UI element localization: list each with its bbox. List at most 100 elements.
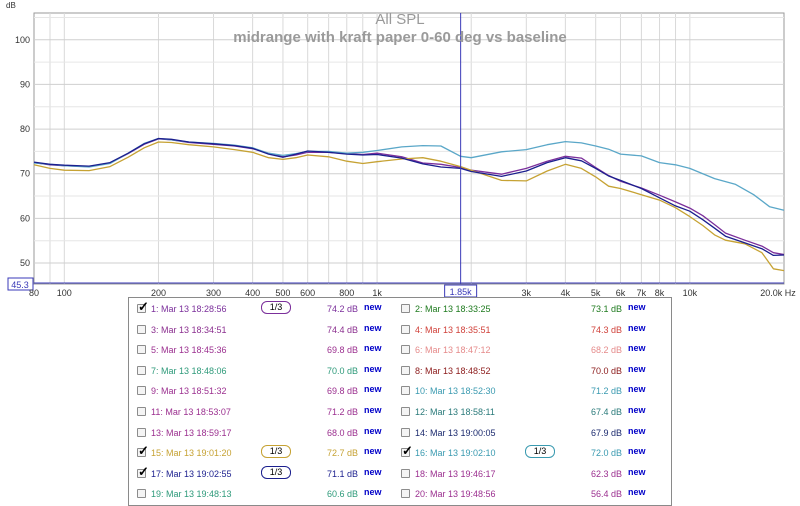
legend-item-label[interactable]: 5: Mar 13 18:45:36 <box>151 345 227 356</box>
legend-item-level: 68.0 dB <box>327 427 359 438</box>
legend-item-label[interactable]: 10: Mar 13 18:52:30 <box>415 386 496 397</box>
legend-checkbox[interactable] <box>137 345 146 355</box>
legend-checkbox[interactable] <box>401 304 410 313</box>
y-tick-label: 70 <box>20 169 30 179</box>
y-axis-label: dB <box>6 1 16 10</box>
new-badge: new <box>628 425 646 436</box>
legend-checkbox[interactable] <box>137 427 146 437</box>
checkmark-icon: ✓ <box>138 299 149 314</box>
series-line-4 <box>33 137 785 257</box>
new-badge: new <box>628 487 646 498</box>
legend-checkbox[interactable]: ✓ <box>401 444 413 458</box>
series-line-2 <box>33 141 785 272</box>
legend-item-label[interactable]: 15: Mar 13 19:01:20 <box>151 448 232 459</box>
x-tick-label: 80 <box>29 288 39 298</box>
legend-item-level: 72.0 dB <box>591 448 623 459</box>
y-tick-label: 60 <box>20 213 30 223</box>
plot-area[interactable] <box>33 12 785 285</box>
new-badge: new <box>628 405 646 415</box>
new-badge: new <box>628 446 646 457</box>
x-tick-label: 7k <box>637 288 647 298</box>
new-badge: new <box>628 384 646 395</box>
x-tick-label: 500 <box>275 288 290 298</box>
legend-item-label[interactable]: 13: Mar 13 18:59:17 <box>151 427 232 438</box>
new-badge: new <box>364 446 382 457</box>
legend-item-label[interactable]: 1: Mar 13 18:28:56 <box>151 304 227 314</box>
smoothing-badge[interactable]: 1/3 <box>525 445 555 459</box>
legend-item-label[interactable]: 8: Mar 13 18:48:52 <box>415 365 491 376</box>
legend-checkbox[interactable] <box>401 407 410 416</box>
new-badge: new <box>364 363 382 374</box>
legend-checkbox[interactable] <box>137 324 146 334</box>
y-tick-label: 90 <box>20 79 30 89</box>
new-badge: new <box>628 343 646 354</box>
smoothing-badge[interactable]: 1/3 <box>261 465 291 479</box>
legend-checkbox[interactable] <box>137 489 146 499</box>
legend-item-label[interactable]: 6: Mar 13 18:47:12 <box>415 345 491 356</box>
new-badge: new <box>628 466 646 477</box>
legend-item-label[interactable]: 9: Mar 13 18:51:32 <box>151 386 227 397</box>
y-tick-label: 80 <box>20 124 30 134</box>
legend-item-level: 74.2 dB <box>327 304 359 314</box>
legend-checkbox[interactable] <box>137 407 146 416</box>
legend-checkbox[interactable]: ✓ <box>137 300 149 314</box>
new-badge: new <box>628 322 646 333</box>
legend-item-level: 67.9 dB <box>591 427 623 438</box>
spl-chart: 1.85k 45.3 50 60 70 80 90 100 80 100 200 300 400 500… <box>6 1 796 298</box>
legend-checkbox[interactable]: ✓ <box>137 444 149 458</box>
legend-checkbox[interactable] <box>401 489 410 499</box>
legend-item-label[interactable]: 12: Mar 13 18:58:11 <box>415 407 495 417</box>
legend-item-level: 68.2 dB <box>591 345 623 356</box>
legend-item-label[interactable]: 7: Mar 13 18:48:06 <box>151 365 227 376</box>
x-tick-label: 3k <box>522 288 532 298</box>
legend-item-label[interactable]: 18: Mar 13 19:46:17 <box>415 468 496 479</box>
legend-item-label[interactable]: 17: Mar 13 19:02:55 <box>151 468 232 479</box>
new-badge: new <box>364 343 382 354</box>
x-tick-label: 300 <box>206 288 221 298</box>
legend-checkbox[interactable] <box>401 468 410 478</box>
smoothing-badge[interactable]: 1/3 <box>261 445 291 459</box>
new-badge: new <box>628 363 646 374</box>
legend-checkbox[interactable] <box>401 427 410 437</box>
new-badge: new <box>364 425 382 436</box>
legend-panel: ✓ 1: Mar 13 18:28:56 1/3 74.2 dB new 2: Mar 1… <box>128 297 672 506</box>
legend-item-level: 73.1 dB <box>591 304 623 314</box>
legend-checkbox[interactable] <box>401 386 410 396</box>
legend-checkbox[interactable] <box>401 345 410 355</box>
legend-item-label[interactable]: 19: Mar 13 19:48:13 <box>151 489 232 500</box>
legend-item-level: 71.2 dB <box>327 407 359 417</box>
legend-item-level: 62.3 dB <box>591 468 623 479</box>
legend-item-label[interactable]: 11: Mar 13 18:53:07 <box>151 407 231 417</box>
chart-title: All SPL <box>375 11 424 28</box>
x-tick-label: 100 <box>57 288 72 298</box>
x-tick-label: 4k <box>561 288 571 298</box>
legend-item-level: 56.4 dB <box>591 489 623 500</box>
legend-item-level: 69.8 dB <box>327 386 359 397</box>
legend-item-label[interactable]: 20: Mar 13 19:48:56 <box>415 489 496 500</box>
legend-checkbox[interactable] <box>137 386 146 396</box>
new-badge: new <box>364 302 382 312</box>
legend-checkbox[interactable] <box>401 365 410 375</box>
x-tick-label: 400 <box>245 288 260 298</box>
legend-item-level: 72.7 dB <box>327 448 359 459</box>
y-tick-label: 50 <box>20 258 30 268</box>
legend-item-label[interactable]: 4: Mar 13 18:35:51 <box>415 324 491 335</box>
legend-item-label[interactable]: 14: Mar 13 19:00:05 <box>415 427 496 438</box>
smoothing-badge[interactable]: 1/3 <box>261 301 291 314</box>
legend-item-label[interactable]: 16: Mar 13 19:02:10 <box>415 448 496 459</box>
series-lines <box>33 137 785 272</box>
legend-checkbox[interactable]: ✓ <box>137 464 149 478</box>
legend-item-level: 71.1 dB <box>327 468 359 479</box>
legend-checkbox[interactable] <box>137 365 146 375</box>
legend-item-level: 67.4 dB <box>591 407 623 417</box>
legend-item-label[interactable]: 3: Mar 13 18:34:51 <box>151 324 227 335</box>
x-tick-label: 600 <box>300 288 315 298</box>
legend-checkbox[interactable] <box>401 324 410 334</box>
legend-item-label[interactable]: 2: Mar 13 18:33:25 <box>415 304 491 314</box>
new-badge: new <box>364 487 382 498</box>
cursor-x-readout: 1.85k <box>450 287 473 297</box>
new-badge: new <box>364 466 382 477</box>
y-tick-label: 100 <box>15 35 30 45</box>
legend-item-level: 60.6 dB <box>327 489 359 500</box>
grid <box>34 13 784 284</box>
